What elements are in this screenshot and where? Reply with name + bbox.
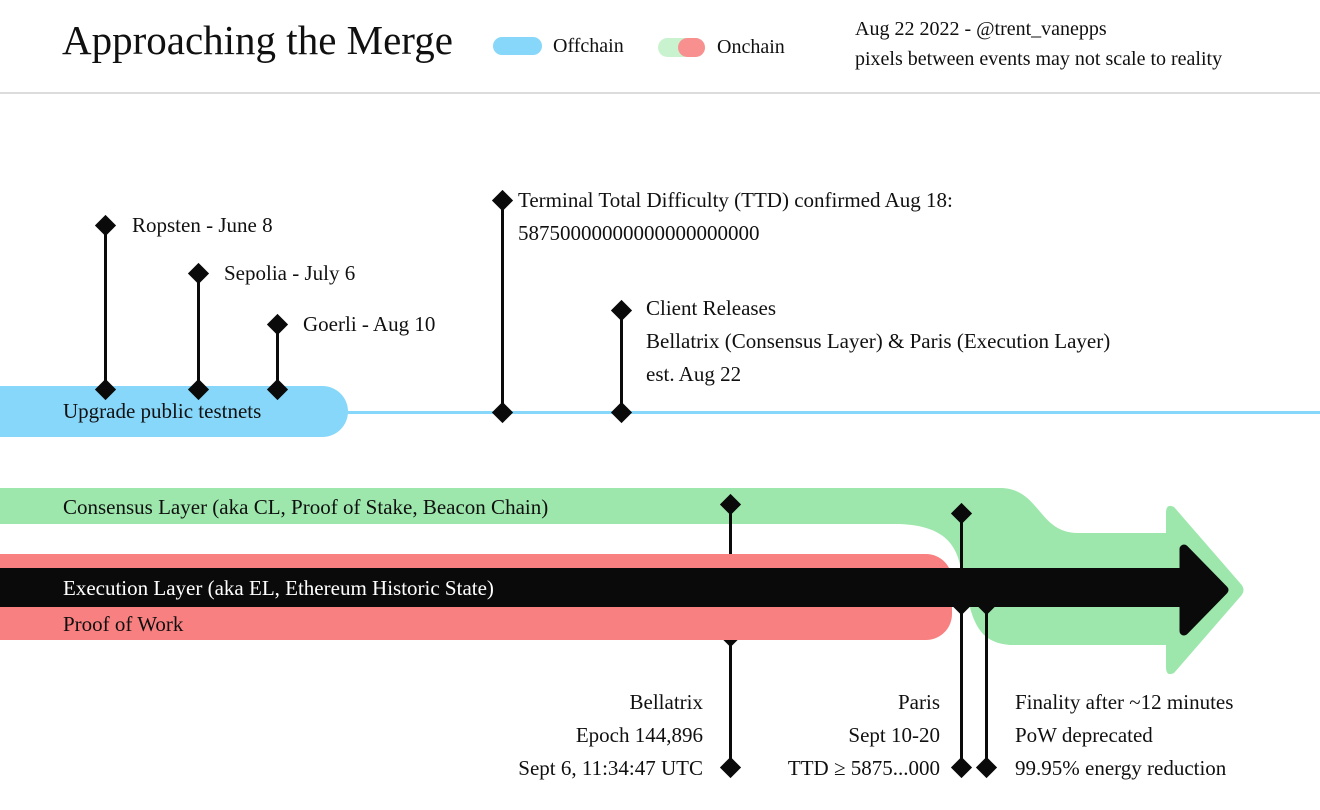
credit-line-1: Aug 22 2022 - @trent_vanepps	[855, 18, 1107, 40]
ttd-label-line-1: Terminal Total Difficulty (TTD) confirme…	[518, 187, 953, 212]
execution-arrow-shaft	[0, 568, 1188, 607]
testnets-bar	[0, 386, 348, 437]
client-releases-stem	[619, 310, 623, 412]
bellatrix-line-1: Bellatrix	[629, 689, 703, 714]
finality-label: Finality after ~12 minutes PoW deprecate…	[1015, 686, 1233, 785]
ttd-label: Terminal Total Difficulty (TTD) confirme…	[518, 184, 953, 250]
testnets-bar-label: Upgrade public testnets	[63, 399, 262, 423]
offchain-legend-swatch	[493, 37, 542, 55]
sepolia-label: Sepolia - July 6	[224, 261, 356, 285]
bellatrix-label: Bellatrix Epoch 144,896 Sept 6, 11:34:47…	[518, 686, 703, 785]
sepolia-stem	[196, 273, 200, 389]
ttd-stem	[500, 200, 504, 412]
bellatrix-line-2: Epoch 144,896	[575, 722, 703, 747]
finality-line-2: PoW deprecated	[1015, 722, 1153, 747]
paris-stem	[959, 513, 963, 767]
pow-bar-label: Proof of Work	[63, 612, 184, 636]
offchain-legend-label: Offchain	[553, 35, 624, 57]
finality-stem	[984, 585, 988, 767]
goerli-stem	[275, 324, 279, 389]
consensus-bar-label: Consensus Layer (aka CL, Proof of Stake,…	[63, 495, 549, 519]
paris-label: Paris Sept 10-20 TTD ≥ 5875...000	[788, 686, 940, 785]
credit-line-2: pixels between events may not scale to r…	[855, 48, 1223, 70]
ropsten-label: Ropsten - June 8	[132, 213, 273, 237]
paris-line-1: Paris	[898, 689, 940, 714]
client-releases-label: Client Releases Bellatrix (Consensus Lay…	[646, 292, 1110, 391]
execution-arrow-head	[1179, 544, 1229, 636]
client-releases-line-2: Bellatrix (Consensus Layer) & Paris (Exe…	[646, 328, 1111, 353]
finality-line-3: 99.95% energy reduction	[1015, 755, 1227, 780]
credit-note: Aug 22 2022 - @trent_vanepps pixels betw…	[855, 14, 1222, 74]
paris-line-3: TTD ≥ 5875...000	[787, 755, 940, 780]
client-releases-line-1: Client Releases	[646, 295, 777, 320]
paris-line-2: Sept 10-20	[848, 722, 940, 747]
client-releases-line-3: est. Aug 22	[646, 361, 742, 386]
page-title: Approaching the Merge	[62, 17, 453, 63]
onchain-legend-swatch	[658, 38, 705, 57]
onchain-legend-label: Onchain	[717, 36, 785, 58]
bellatrix-line-3: Sept 6, 11:34:47 UTC	[518, 755, 703, 780]
onchain-legend-swatch-red-half	[678, 38, 705, 57]
goerli-label: Goerli - Aug 10	[303, 312, 436, 336]
offchain-timeline-line	[344, 411, 1320, 414]
ttd-label-line-2: 58750000000000000000000	[518, 220, 760, 245]
finality-line-1: Finality after ~12 minutes	[1015, 689, 1234, 714]
header-divider	[0, 92, 1320, 94]
execution-bar-label: Execution Layer (aka EL, Ethereum Histor…	[63, 576, 494, 600]
ropsten-stem	[103, 225, 107, 389]
